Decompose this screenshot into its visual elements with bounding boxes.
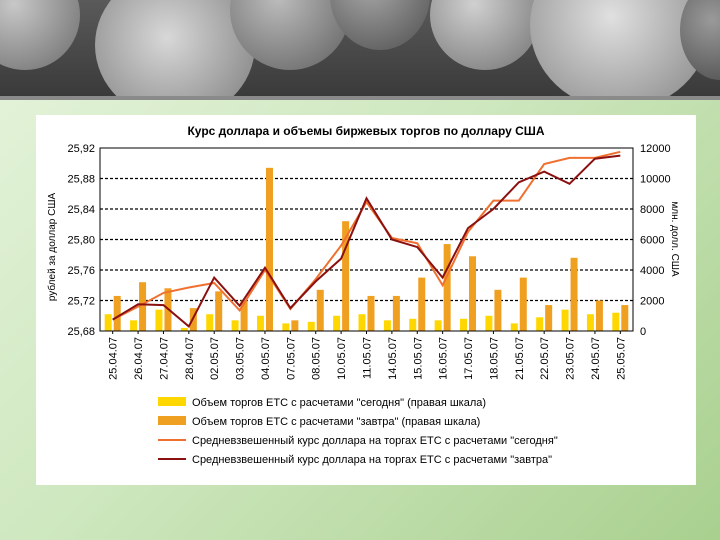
x-tick-label: 04.05.07 xyxy=(260,337,272,380)
bar-tomorrow xyxy=(265,167,273,331)
x-tick-label: 25.04.07 xyxy=(108,337,120,380)
bar-tomorrow xyxy=(291,320,299,331)
x-tick-label: 28.04.07 xyxy=(184,337,196,380)
x-tick-label: 10.05.07 xyxy=(336,337,348,380)
y-tick-left: 25,80 xyxy=(67,235,95,247)
bar-today xyxy=(358,314,366,331)
line-rate-today xyxy=(112,150,621,321)
x-tick-label: 14.05.07 xyxy=(387,337,399,380)
x-tick-label: 22.05.07 xyxy=(539,337,551,380)
y-tick-right: 10000 xyxy=(640,174,671,186)
bar-today xyxy=(536,317,544,331)
bar-tomorrow xyxy=(418,277,426,331)
x-tick-label: 17.05.07 xyxy=(463,337,475,380)
x-tick-label: 11.05.07 xyxy=(362,337,374,379)
legend-entry: Объем торгов ЕТС с расчетами "сегодня" (… xyxy=(192,397,486,409)
bar-today xyxy=(256,315,264,331)
bar-today xyxy=(434,320,442,331)
bar-today xyxy=(409,318,417,331)
x-tick-label: 08.05.07 xyxy=(311,337,323,380)
coins-header-image xyxy=(0,0,720,96)
bar-today xyxy=(307,321,315,331)
bar-tomorrow xyxy=(139,282,147,331)
bar-tomorrow xyxy=(621,305,629,331)
y-tick-right: 8000 xyxy=(640,204,664,216)
bar-tomorrow xyxy=(595,300,603,331)
bar-tomorrow xyxy=(545,305,553,331)
legend-entry: Средневзвешенный курс доллара на торгах … xyxy=(192,435,558,447)
bar-tomorrow xyxy=(469,256,477,331)
bar-today xyxy=(612,312,620,331)
bar-tomorrow xyxy=(342,221,350,331)
x-tick-label: 26.04.07 xyxy=(133,337,145,380)
line-rate-tomorrow xyxy=(112,154,621,328)
y-tick-right: 4000 xyxy=(640,265,664,277)
y-tick-left: 25,76 xyxy=(67,265,95,277)
x-tick-label: 02.05.07 xyxy=(209,337,221,380)
bar-tomorrow xyxy=(367,295,375,331)
y-tick-left: 25,88 xyxy=(67,174,95,186)
legend-swatch xyxy=(158,397,186,406)
bar-today xyxy=(155,309,163,331)
y-tick-left: 25,84 xyxy=(67,204,95,216)
bar-today xyxy=(485,315,493,331)
y-tick-left: 25,68 xyxy=(67,326,95,338)
bar-tomorrow xyxy=(519,277,527,331)
bar-tomorrow xyxy=(494,289,502,331)
bar-today xyxy=(206,314,214,331)
x-tick-label: 18.05.07 xyxy=(488,337,500,380)
y-tick-left: 25,72 xyxy=(67,296,95,308)
bar-today xyxy=(586,314,594,331)
bar-today xyxy=(460,318,468,331)
bar-tomorrow xyxy=(392,295,400,331)
bar-today xyxy=(383,320,391,331)
bar-tomorrow xyxy=(113,295,121,331)
bar-today xyxy=(561,309,569,331)
x-tick-label: 16.05.07 xyxy=(438,337,450,380)
header-divider xyxy=(0,96,720,100)
bar-tomorrow xyxy=(570,257,578,331)
bar-today xyxy=(282,323,290,331)
legend-entry: Средневзвешенный курс доллара на торгах … xyxy=(192,454,552,466)
bar-tomorrow xyxy=(443,244,451,331)
x-tick-label: 03.05.07 xyxy=(235,337,247,380)
y-tick-right: 12000 xyxy=(640,143,671,155)
x-tick-label: 23.05.07 xyxy=(565,337,577,380)
bar-today xyxy=(180,327,188,331)
x-tick-label: 21.05.07 xyxy=(514,337,526,380)
legend-entry: Объем торгов ЕТС с расчетами "завтра" (п… xyxy=(192,416,480,428)
y-tick-right: 0 xyxy=(640,326,646,338)
x-tick-label: 25.05.07 xyxy=(615,337,627,380)
bar-today xyxy=(104,314,112,331)
y-tick-right: 2000 xyxy=(640,296,664,308)
x-tick-label: 07.05.07 xyxy=(285,337,297,380)
x-tick-label: 24.05.07 xyxy=(590,337,602,380)
bar-today xyxy=(130,320,138,331)
y-tick-left: 25,92 xyxy=(67,143,95,155)
chart-svg: Курс доллара и объемы биржевых торгов по… xyxy=(46,124,680,466)
y-axis-left-label: рублей за доллар США xyxy=(46,193,58,302)
legend-swatch xyxy=(158,416,186,425)
x-tick-label: 27.04.07 xyxy=(158,337,170,380)
bar-tomorrow xyxy=(215,291,223,331)
chart-panel: Курс доллара и объемы биржевых торгов по… xyxy=(36,115,696,485)
x-tick-label: 15.05.07 xyxy=(412,337,424,380)
bar-tomorrow xyxy=(316,289,324,331)
bar-today xyxy=(231,320,239,331)
bar-today xyxy=(510,323,518,331)
bar-today xyxy=(333,315,341,331)
chart-title: Курс доллара и объемы биржевых торгов по… xyxy=(187,124,544,138)
y-axis-right-label: млн. долл. США xyxy=(669,201,680,277)
y-tick-right: 6000 xyxy=(640,235,664,247)
bar-tomorrow xyxy=(240,300,248,331)
